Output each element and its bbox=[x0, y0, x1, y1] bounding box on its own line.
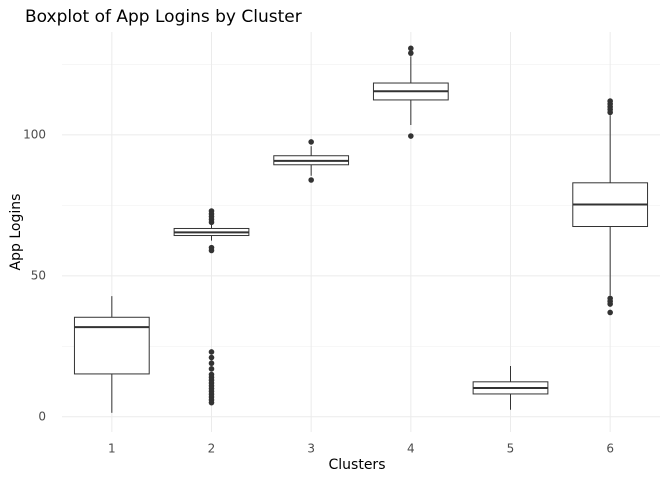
x-tick-label: 5 bbox=[507, 442, 515, 456]
chart-title: Boxplot of App Logins by Cluster bbox=[25, 7, 302, 27]
outlier bbox=[607, 309, 613, 316]
x-tick-label: 1 bbox=[108, 442, 116, 456]
x-tick-label: 4 bbox=[407, 442, 415, 456]
outlier bbox=[208, 354, 215, 361]
y-tick-label: 0 bbox=[38, 409, 46, 423]
outlier bbox=[607, 109, 613, 116]
x-tick-label: 2 bbox=[208, 442, 216, 456]
outlier bbox=[607, 301, 613, 307]
outlier bbox=[308, 177, 314, 183]
outlier bbox=[208, 366, 215, 372]
outlier bbox=[408, 133, 414, 139]
outlier bbox=[208, 349, 215, 355]
x-tick-label: 6 bbox=[606, 442, 614, 456]
x-axis-title: Clusters bbox=[329, 457, 386, 473]
outlier bbox=[408, 45, 414, 52]
outlier bbox=[208, 219, 215, 226]
outlier bbox=[208, 360, 215, 367]
outlier bbox=[408, 50, 414, 56]
outlier bbox=[208, 247, 215, 254]
x-tick-label: 3 bbox=[307, 442, 315, 456]
y-tick-label: 100 bbox=[23, 127, 46, 141]
box bbox=[73, 316, 150, 375]
outlier bbox=[208, 399, 215, 406]
y-tick-label: 50 bbox=[31, 268, 46, 282]
y-axis-title: App Logins bbox=[8, 194, 24, 271]
outlier bbox=[308, 139, 314, 145]
